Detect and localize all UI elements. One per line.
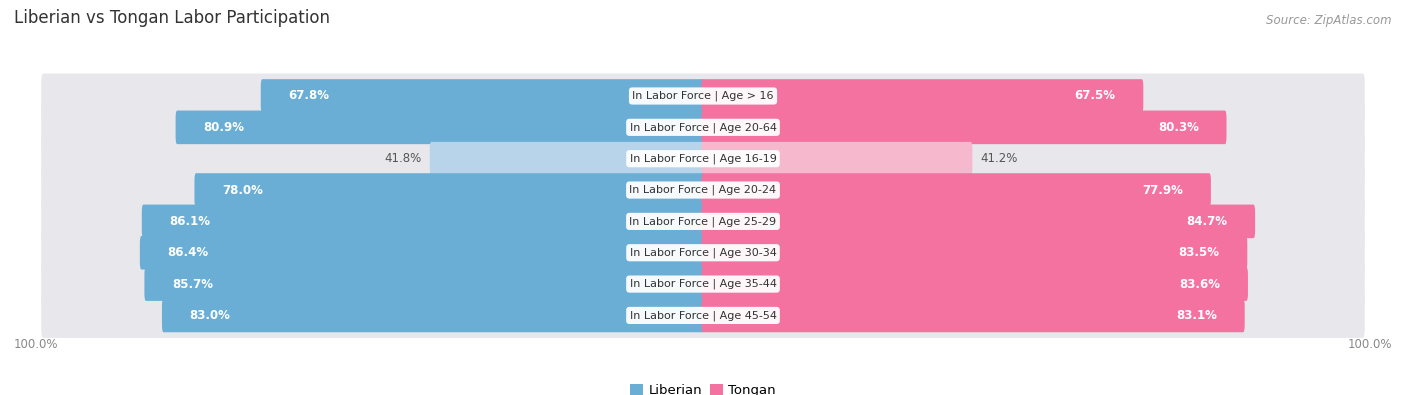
FancyBboxPatch shape bbox=[41, 105, 1365, 150]
FancyBboxPatch shape bbox=[162, 299, 704, 332]
FancyBboxPatch shape bbox=[139, 236, 704, 269]
FancyBboxPatch shape bbox=[702, 111, 1226, 144]
Text: 80.9%: 80.9% bbox=[204, 121, 245, 134]
FancyBboxPatch shape bbox=[260, 79, 704, 113]
Text: 41.2%: 41.2% bbox=[980, 152, 1018, 165]
Text: 67.5%: 67.5% bbox=[1074, 90, 1116, 102]
FancyBboxPatch shape bbox=[702, 142, 973, 175]
Text: In Labor Force | Age 35-44: In Labor Force | Age 35-44 bbox=[630, 279, 776, 289]
FancyBboxPatch shape bbox=[145, 267, 704, 301]
Text: 83.0%: 83.0% bbox=[190, 309, 231, 322]
Text: In Labor Force | Age 45-54: In Labor Force | Age 45-54 bbox=[630, 310, 776, 321]
Text: In Labor Force | Age 30-34: In Labor Force | Age 30-34 bbox=[630, 248, 776, 258]
Text: 84.7%: 84.7% bbox=[1187, 215, 1227, 228]
Text: 77.9%: 77.9% bbox=[1143, 184, 1184, 197]
FancyBboxPatch shape bbox=[176, 111, 704, 144]
FancyBboxPatch shape bbox=[702, 267, 1249, 301]
Text: 83.1%: 83.1% bbox=[1177, 309, 1218, 322]
FancyBboxPatch shape bbox=[702, 236, 1247, 269]
Text: Source: ZipAtlas.com: Source: ZipAtlas.com bbox=[1267, 14, 1392, 26]
Text: In Labor Force | Age > 16: In Labor Force | Age > 16 bbox=[633, 91, 773, 101]
Text: 83.5%: 83.5% bbox=[1178, 246, 1219, 259]
FancyBboxPatch shape bbox=[142, 205, 704, 238]
FancyBboxPatch shape bbox=[430, 142, 704, 175]
FancyBboxPatch shape bbox=[41, 73, 1365, 118]
Text: 83.6%: 83.6% bbox=[1180, 278, 1220, 291]
Text: 100.0%: 100.0% bbox=[14, 338, 59, 351]
Text: Liberian vs Tongan Labor Participation: Liberian vs Tongan Labor Participation bbox=[14, 9, 330, 26]
FancyBboxPatch shape bbox=[41, 167, 1365, 213]
Text: 67.8%: 67.8% bbox=[288, 90, 329, 102]
FancyBboxPatch shape bbox=[194, 173, 704, 207]
FancyBboxPatch shape bbox=[702, 79, 1143, 113]
FancyBboxPatch shape bbox=[41, 261, 1365, 307]
Text: In Labor Force | Age 25-29: In Labor Force | Age 25-29 bbox=[630, 216, 776, 227]
FancyBboxPatch shape bbox=[41, 199, 1365, 244]
FancyBboxPatch shape bbox=[41, 293, 1365, 338]
Text: 100.0%: 100.0% bbox=[1347, 338, 1392, 351]
Text: 86.4%: 86.4% bbox=[167, 246, 208, 259]
Text: 86.1%: 86.1% bbox=[169, 215, 211, 228]
Text: 78.0%: 78.0% bbox=[222, 184, 263, 197]
FancyBboxPatch shape bbox=[41, 136, 1365, 181]
Text: In Labor Force | Age 20-64: In Labor Force | Age 20-64 bbox=[630, 122, 776, 133]
Legend: Liberian, Tongan: Liberian, Tongan bbox=[624, 379, 782, 395]
Text: 41.8%: 41.8% bbox=[384, 152, 422, 165]
Text: 85.7%: 85.7% bbox=[172, 278, 212, 291]
Text: In Labor Force | Age 20-24: In Labor Force | Age 20-24 bbox=[630, 185, 776, 195]
FancyBboxPatch shape bbox=[702, 205, 1256, 238]
FancyBboxPatch shape bbox=[702, 299, 1244, 332]
Text: 80.3%: 80.3% bbox=[1159, 121, 1199, 134]
FancyBboxPatch shape bbox=[702, 173, 1211, 207]
FancyBboxPatch shape bbox=[41, 230, 1365, 275]
Text: In Labor Force | Age 16-19: In Labor Force | Age 16-19 bbox=[630, 153, 776, 164]
